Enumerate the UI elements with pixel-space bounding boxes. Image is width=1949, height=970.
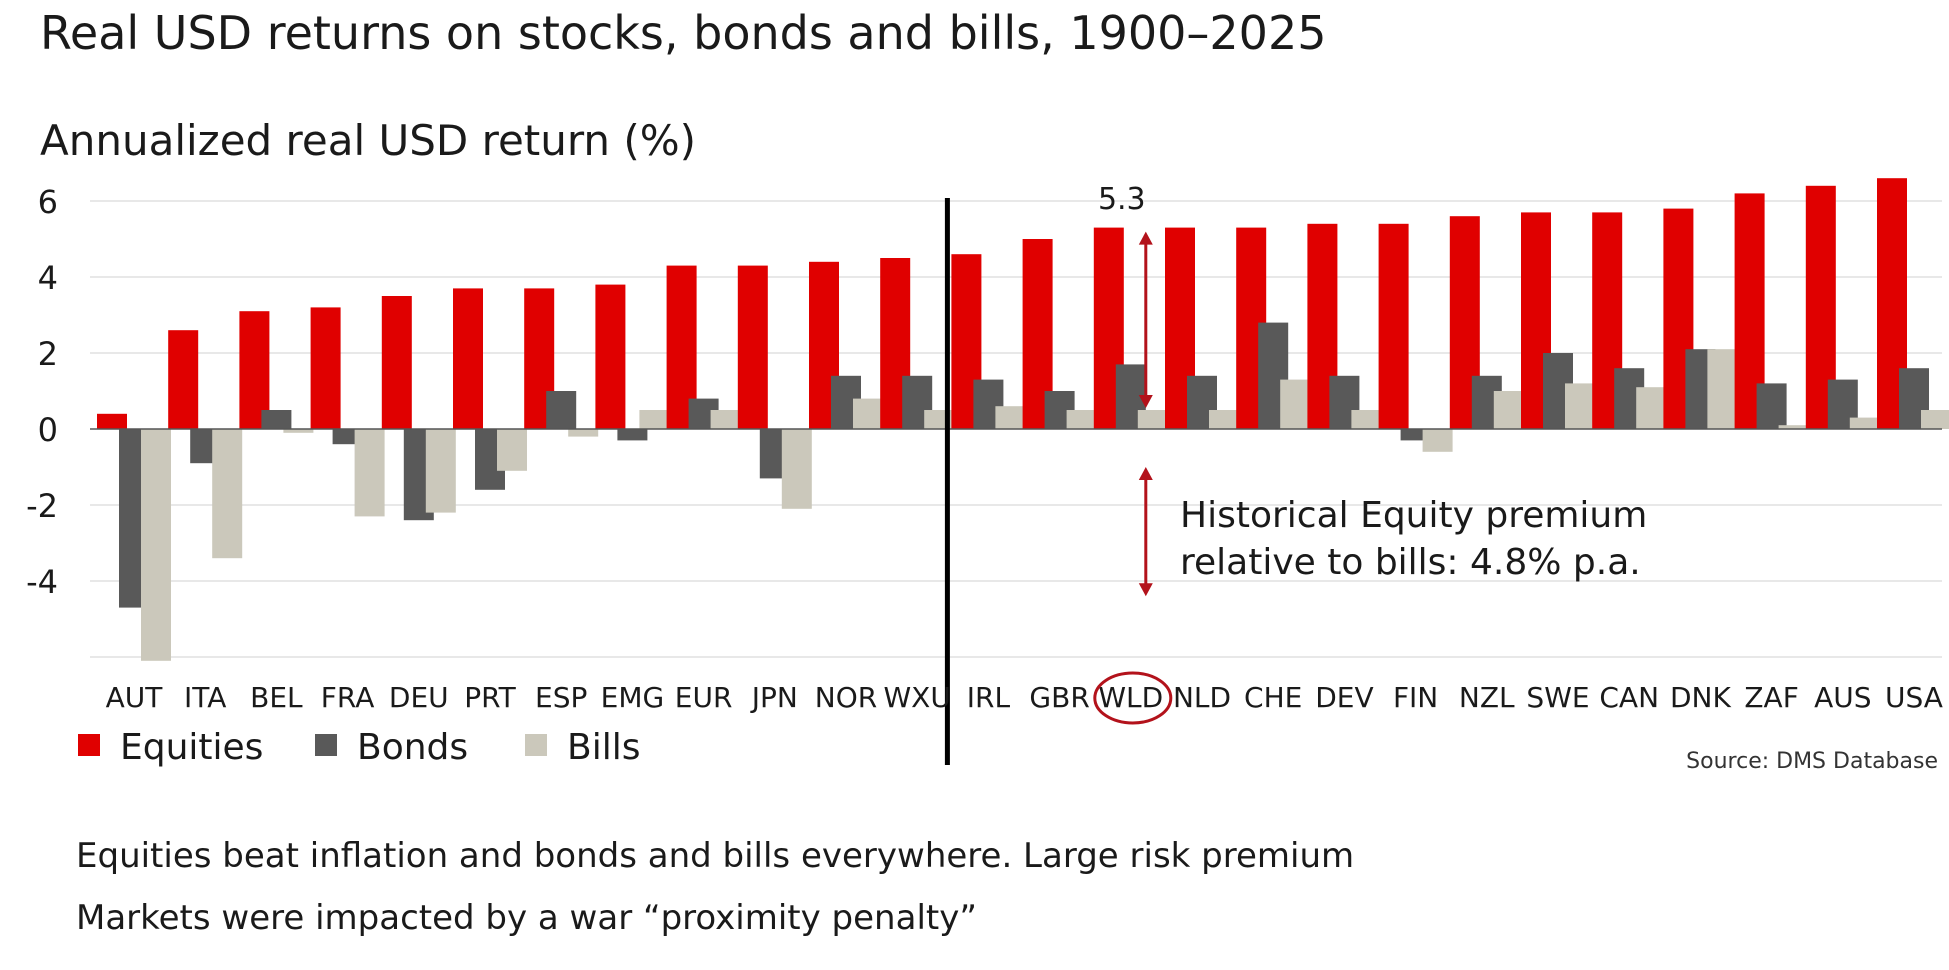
legend-swatch-equities <box>78 734 100 756</box>
bar-bills-irl <box>995 406 1026 429</box>
legend-swatch-bonds <box>315 734 337 756</box>
bar-equities-aut <box>97 413 127 429</box>
bar-equities-bel <box>239 311 270 429</box>
y-tick-label: -2 <box>26 487 58 525</box>
x-tick-label-nor: NOR <box>815 681 877 714</box>
legend: Equities Bonds Bills <box>78 727 640 768</box>
bar-equities-prt <box>453 288 483 429</box>
x-tick-label-zaf: ZAF <box>1744 681 1798 714</box>
bar-bills-prt <box>497 429 527 471</box>
bar-equities-deu <box>381 296 412 429</box>
bar-bills-nld <box>1209 410 1239 429</box>
bar-equities-fra <box>310 307 341 429</box>
legend-label-equities: Equities <box>120 727 263 768</box>
bullet-text-1: Equities beat inflation and bonds and bi… <box>76 836 1355 876</box>
x-tick-label-ita: ITA <box>184 681 226 714</box>
bar-equities-fin <box>1378 223 1409 429</box>
x-tick-label-dev: DEV <box>1315 681 1373 714</box>
x-tick-label-dnk: DNK <box>1670 681 1732 714</box>
x-tick-label-fra: FRA <box>321 681 375 714</box>
x-tick-label-jpn: JPN <box>750 681 798 714</box>
x-tick-label-emg: EMG <box>601 681 665 714</box>
bar-bills-gbr <box>1066 410 1097 429</box>
premium-arrow-lower <box>1138 467 1153 597</box>
x-tick-label-deu: DEU <box>389 681 449 714</box>
premium-annotation-line2: relative to bills: 4.8% p.a. <box>1180 542 1641 583</box>
premium-annotation-line1: Historical Equity premium <box>1180 495 1647 536</box>
bar-bills-deu <box>425 429 456 513</box>
x-tick-label-aut: AUT <box>106 681 164 714</box>
bar-bills-dnk <box>1707 349 1738 429</box>
slide-title: Real USD returns on stocks, bonds and bi… <box>40 6 1327 60</box>
x-tick-label-esp: ESP <box>535 681 587 714</box>
legend-label-bonds: Bonds <box>357 727 468 768</box>
bar-bills-wld <box>1137 410 1168 429</box>
bar-bills-eur <box>710 410 741 429</box>
legend-swatch-bills <box>525 734 547 756</box>
bar-bills-aut <box>141 429 171 661</box>
wld-highlight-circle <box>1093 671 1173 725</box>
x-tick-label-wld: WLD <box>1098 681 1163 714</box>
y-tick-label: 0 <box>38 411 58 449</box>
x-tick-label-prt: PRT <box>464 681 516 714</box>
bar-bonds-esp <box>546 391 577 429</box>
bar-bills-bel <box>283 429 314 433</box>
bar-equities-jpn <box>737 265 768 429</box>
bar-bills-aus <box>1849 417 1880 429</box>
bar-bills-can <box>1636 387 1667 429</box>
x-axis-ticks: AUT ITA BEL FRA DEU PRT ESP EMG EUR JPN NOR WXU IRL G… <box>106 681 1943 714</box>
bar-equities-ita <box>168 330 199 429</box>
y-tick-label: 2 <box>38 335 58 373</box>
bar-bonds-bel <box>261 410 292 429</box>
y-axis-ticks: 6 4 2 0 -2 -4 <box>26 183 58 601</box>
y-tick-label: 6 <box>38 183 58 221</box>
x-tick-label-fin: FIN <box>1393 681 1438 714</box>
y-tick-label: -4 <box>26 563 58 601</box>
y-tick-label: 4 <box>38 259 58 297</box>
bar-bills-jpn <box>781 429 812 509</box>
x-tick-label-gbr: GBR <box>1029 681 1089 714</box>
premium-arrow-upper <box>1138 231 1153 408</box>
wld-value-label: 5.3 <box>1098 182 1146 217</box>
bar-bills-fra <box>354 429 385 517</box>
source-note: Source: DMS Database <box>1686 749 1938 774</box>
x-tick-label-wxu: WXU <box>884 681 951 714</box>
x-tick-label-can: CAN <box>1599 681 1659 714</box>
bar-bills-che <box>1280 379 1311 429</box>
y-axis-label: Annualized real USD return (%) <box>40 116 696 165</box>
bar-bills-dev <box>1351 410 1382 429</box>
x-tick-label-nzl: NZL <box>1459 681 1515 714</box>
premium-arrows <box>1138 231 1153 597</box>
x-tick-label-bel: BEL <box>250 681 303 714</box>
bar-bills-nzl <box>1493 391 1524 429</box>
bar-bonds-emg <box>617 429 648 441</box>
bar-bonds-fin <box>1400 429 1431 441</box>
bullet-text-2: Markets were impacted by a war “proximit… <box>76 898 977 938</box>
x-tick-label-eur: EUR <box>675 681 733 714</box>
bar-bonds-zaf <box>1756 383 1787 429</box>
bar-bills-zaf <box>1778 425 1809 429</box>
bar-bills-esp <box>568 429 599 437</box>
x-tick-label-irl: IRL <box>967 681 1011 714</box>
bar-bills-emg <box>639 410 670 429</box>
x-tick-label-aus: AUS <box>1814 681 1871 714</box>
x-tick-label-nld: NLD <box>1173 681 1231 714</box>
bar-chart: Annualized real USD return (%) 6420-2-4 … <box>26 116 1949 774</box>
x-tick-label-swe: SWE <box>1526 681 1589 714</box>
x-tick-label-che: CHE <box>1244 681 1302 714</box>
bar-bills-swe <box>1565 383 1595 429</box>
bars <box>97 178 1949 661</box>
bar-bills-nor <box>853 398 883 429</box>
bar-bills-ita <box>212 429 243 559</box>
bar-bills-fin <box>1422 429 1453 452</box>
x-tick-label-usa: USA <box>1885 681 1943 714</box>
bar-equities-emg <box>595 284 626 429</box>
legend-label-bills: Bills <box>567 727 640 768</box>
bar-bills-usa <box>1921 410 1949 429</box>
